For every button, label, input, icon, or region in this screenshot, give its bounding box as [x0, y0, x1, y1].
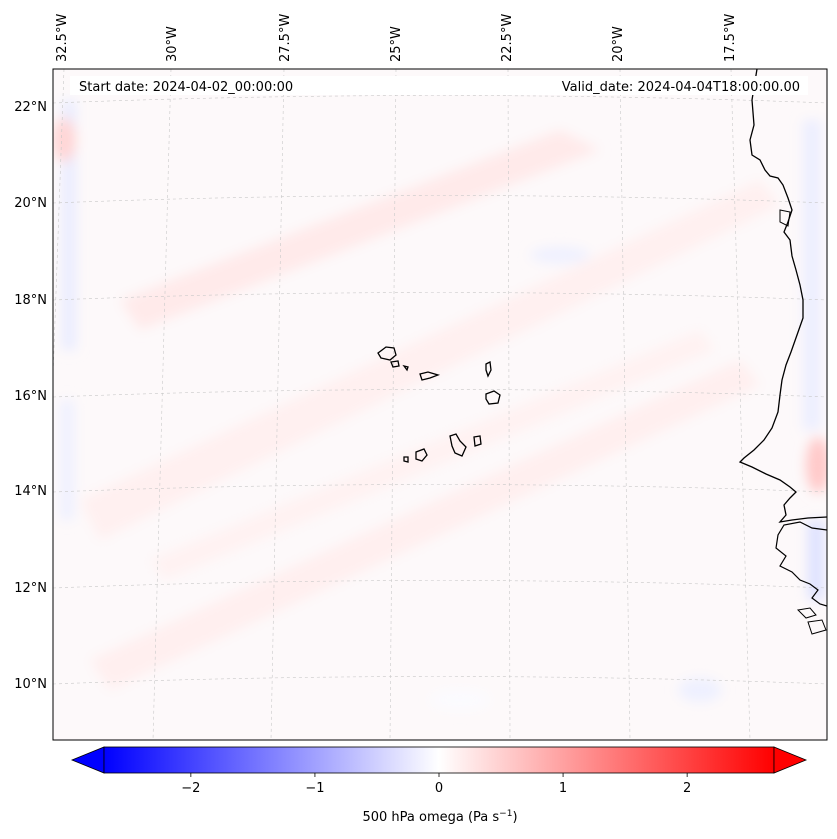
- omega-field: [53, 100, 827, 710]
- parallel-20n: [53, 195, 827, 204]
- colorbar-tick-label: −2: [181, 781, 200, 796]
- meridian-17-5w: [730, 69, 751, 740]
- meridian-25w: [389, 69, 397, 740]
- lon-label-25w: 25°W: [389, 26, 404, 62]
- africa-coastline: [738, 69, 827, 523]
- lon-label-27-5w: 27.5°W: [278, 14, 293, 62]
- cape-verde-islands: [377, 346, 501, 463]
- island-sal: [485, 361, 492, 378]
- gridlines: [53, 69, 827, 740]
- island-fogo: [415, 448, 428, 462]
- parallel-22n: [53, 95, 827, 104]
- lon-label-17-5w: 17.5°W: [723, 14, 738, 62]
- island-santiago: [449, 433, 467, 457]
- lat-label-12n: 12°N: [14, 581, 47, 596]
- colorbar-label: 500 hPa omega (Pa s−1): [362, 809, 517, 825]
- colorbar-gradient: [103, 746, 775, 774]
- parallel-14n: [53, 484, 827, 493]
- lat-label-18n: 18°N: [14, 293, 47, 308]
- colorbar-tick-label: −1: [305, 781, 324, 796]
- lat-label-22n: 22°N: [14, 100, 47, 115]
- start-date-text: Start date: 2024-04-02_00:00:00: [79, 80, 293, 95]
- lat-label-10n: 10°N: [14, 677, 47, 692]
- map-panel: Start date: 2024-04-02_00:00:00 Valid_da…: [52, 68, 828, 741]
- lat-label-14n: 14°N: [14, 484, 47, 499]
- latitude-labels: 22°N 20°N 18°N 16°N 14°N 12°N 10°N: [14, 100, 47, 692]
- parallel-12n: [53, 580, 827, 589]
- colorbar-label-main: 500 hPa omega (Pa s: [362, 810, 499, 825]
- colorbar-label-sup: −1: [499, 809, 512, 819]
- africa-coastline-south: [775, 521, 827, 607]
- longitude-labels: 32.5°W 30°W 27.5°W 25°W 22.5°W 20°W 17.5…: [55, 14, 738, 62]
- colorbar-tick-labels: −2 −1 0 1 2: [181, 781, 691, 796]
- colorbar-extend-right: [773, 746, 808, 774]
- parallel-10n: [53, 676, 827, 685]
- island-santa-luzia: [402, 364, 409, 372]
- meridian-22-5w: [507, 69, 511, 740]
- colorbar-ticks: [190, 773, 688, 777]
- meridian-20w: [619, 69, 631, 740]
- colorbar: −2 −1 0 1 2 500 hPa omega (Pa s−1): [70, 746, 808, 825]
- island-sao-nicolau: [419, 371, 441, 381]
- lon-label-20w: 20°W: [611, 26, 626, 62]
- island-brava: [403, 456, 409, 463]
- island-boa-vista: [485, 390, 501, 405]
- header-box: [70, 76, 808, 95]
- parallel-18n: [53, 292, 827, 301]
- lon-label-30w: 30°W: [165, 26, 180, 62]
- island-santo-antao: [377, 346, 397, 361]
- lat-label-20n: 20°N: [14, 196, 47, 211]
- island-sao-vicente: [390, 360, 400, 368]
- lon-label-22-5w: 22.5°W: [500, 14, 515, 62]
- colorbar-label-end: ): [512, 810, 517, 825]
- colorbar-extend-left: [70, 746, 105, 774]
- lon-label-32-5w: 32.5°W: [55, 14, 70, 62]
- lat-label-16n: 16°N: [14, 389, 47, 404]
- parallel-16n: [53, 389, 827, 398]
- map-frame: [52, 68, 828, 741]
- island-maio: [473, 435, 482, 447]
- meridian-30w: [152, 69, 172, 740]
- coastal-islands: [779, 209, 827, 635]
- colorbar-tick-label: 0: [435, 781, 443, 796]
- colorbar-tick-label: 2: [683, 781, 691, 796]
- valid-date-text: Valid_date: 2024-04-04T18:00:00.00: [562, 80, 800, 95]
- meridian-27-5w: [270, 69, 285, 740]
- colorbar-tick-label: 1: [559, 781, 567, 796]
